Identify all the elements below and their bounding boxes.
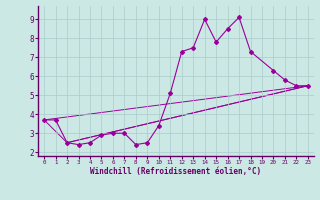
X-axis label: Windchill (Refroidissement éolien,°C): Windchill (Refroidissement éolien,°C) xyxy=(91,167,261,176)
